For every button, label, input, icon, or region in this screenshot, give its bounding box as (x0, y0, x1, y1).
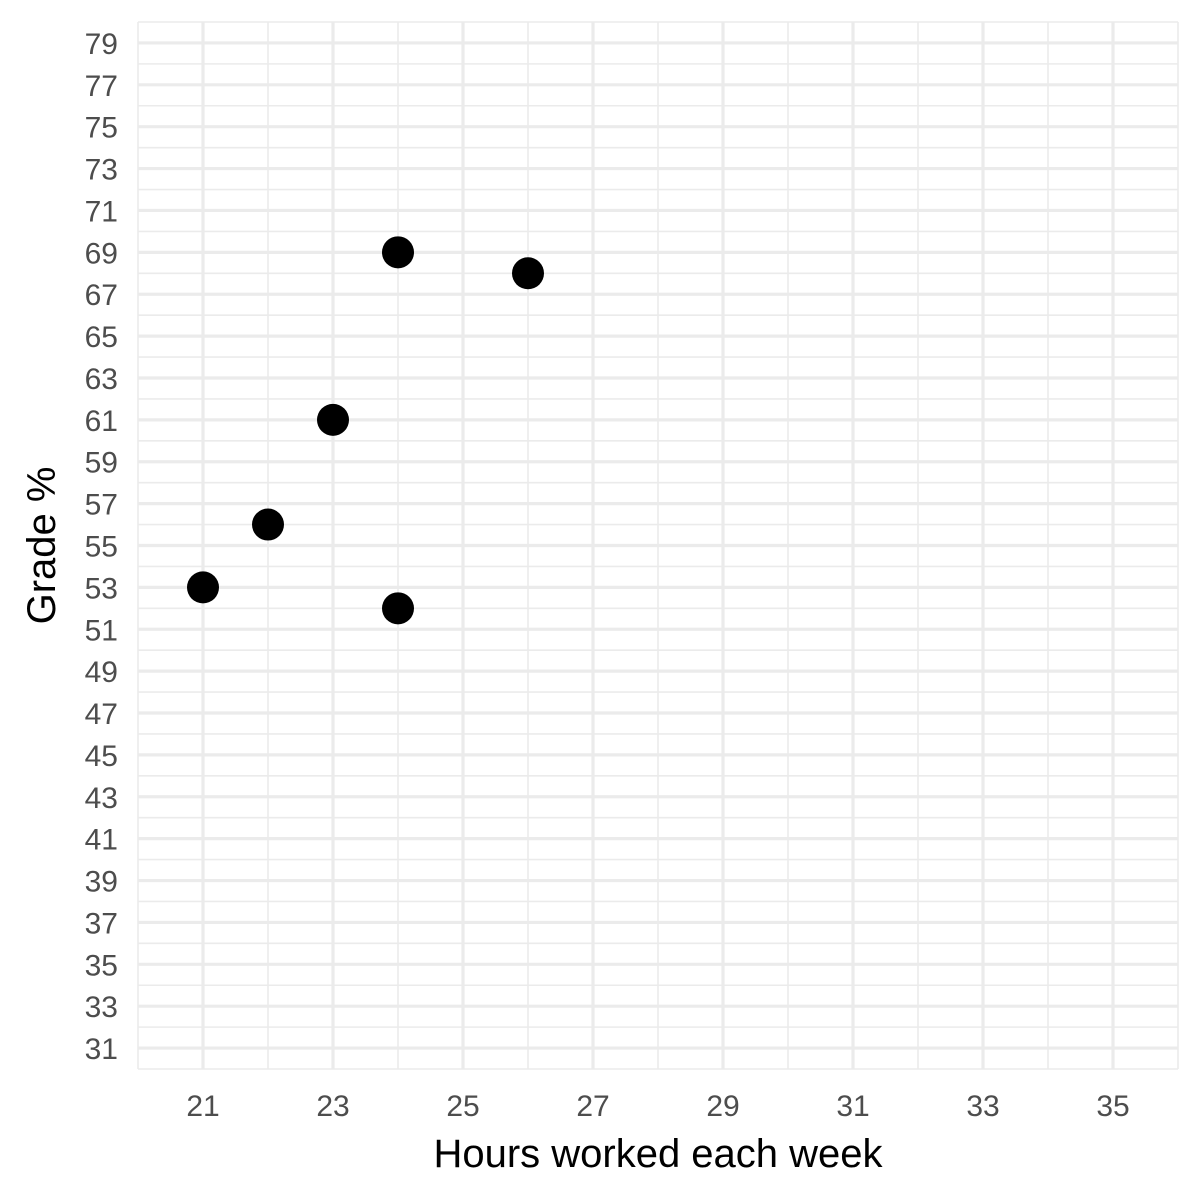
y-tick-label: 69 (85, 237, 118, 270)
y-tick-label: 31 (85, 1033, 118, 1066)
y-tick-label: 39 (85, 866, 118, 899)
y-tick-label: 77 (85, 70, 118, 103)
x-tick-label: 33 (966, 1090, 999, 1123)
y-tick-label: 61 (85, 405, 118, 438)
y-tick-label: 33 (85, 991, 118, 1024)
y-tick-label: 65 (85, 321, 118, 354)
x-tick-label: 21 (186, 1090, 219, 1123)
y-tick-label: 49 (85, 656, 118, 689)
data-point (382, 592, 414, 625)
x-tick-label: 25 (446, 1090, 479, 1123)
data-point (512, 257, 544, 290)
y-tick-label: 51 (85, 614, 118, 647)
y-tick-label: 75 (85, 112, 118, 145)
y-tick-label: 53 (85, 572, 118, 605)
data-points (187, 236, 544, 625)
y-tick-label: 35 (85, 949, 118, 982)
y-tick-label: 57 (85, 489, 118, 522)
y-axis-ticks: 31 33 35 37 39 41 43 45 47 49 51 53 55 57 59 61 63 65 67 69… (85, 28, 118, 1066)
y-tick-label: 73 (85, 154, 118, 187)
grid (137, 21, 1179, 1070)
y-tick-label: 41 (85, 824, 118, 857)
y-tick-label: 63 (85, 363, 118, 396)
data-point (252, 508, 284, 541)
x-tick-label: 31 (836, 1090, 869, 1123)
data-point (187, 571, 219, 604)
y-tick-label: 45 (85, 740, 118, 773)
x-tick-label: 35 (1096, 1090, 1129, 1123)
y-axis-title: Grade % (20, 467, 64, 625)
x-tick-label: 29 (706, 1090, 739, 1123)
y-tick-label: 59 (85, 447, 118, 480)
data-point (317, 403, 349, 436)
y-tick-label: 47 (85, 698, 118, 731)
x-tick-label: 27 (576, 1090, 609, 1123)
x-axis-title: Hours worked each week (433, 1132, 883, 1176)
y-tick-label: 37 (85, 907, 118, 940)
x-axis-ticks: 21 23 25 27 29 31 33 35 (186, 1090, 1129, 1123)
y-tick-label: 43 (85, 782, 118, 815)
y-tick-label: 79 (85, 28, 118, 61)
y-tick-label: 71 (85, 195, 118, 228)
x-tick-label: 23 (316, 1090, 349, 1123)
y-tick-label: 55 (85, 531, 118, 564)
data-point (382, 236, 414, 269)
y-tick-label: 67 (85, 279, 118, 312)
